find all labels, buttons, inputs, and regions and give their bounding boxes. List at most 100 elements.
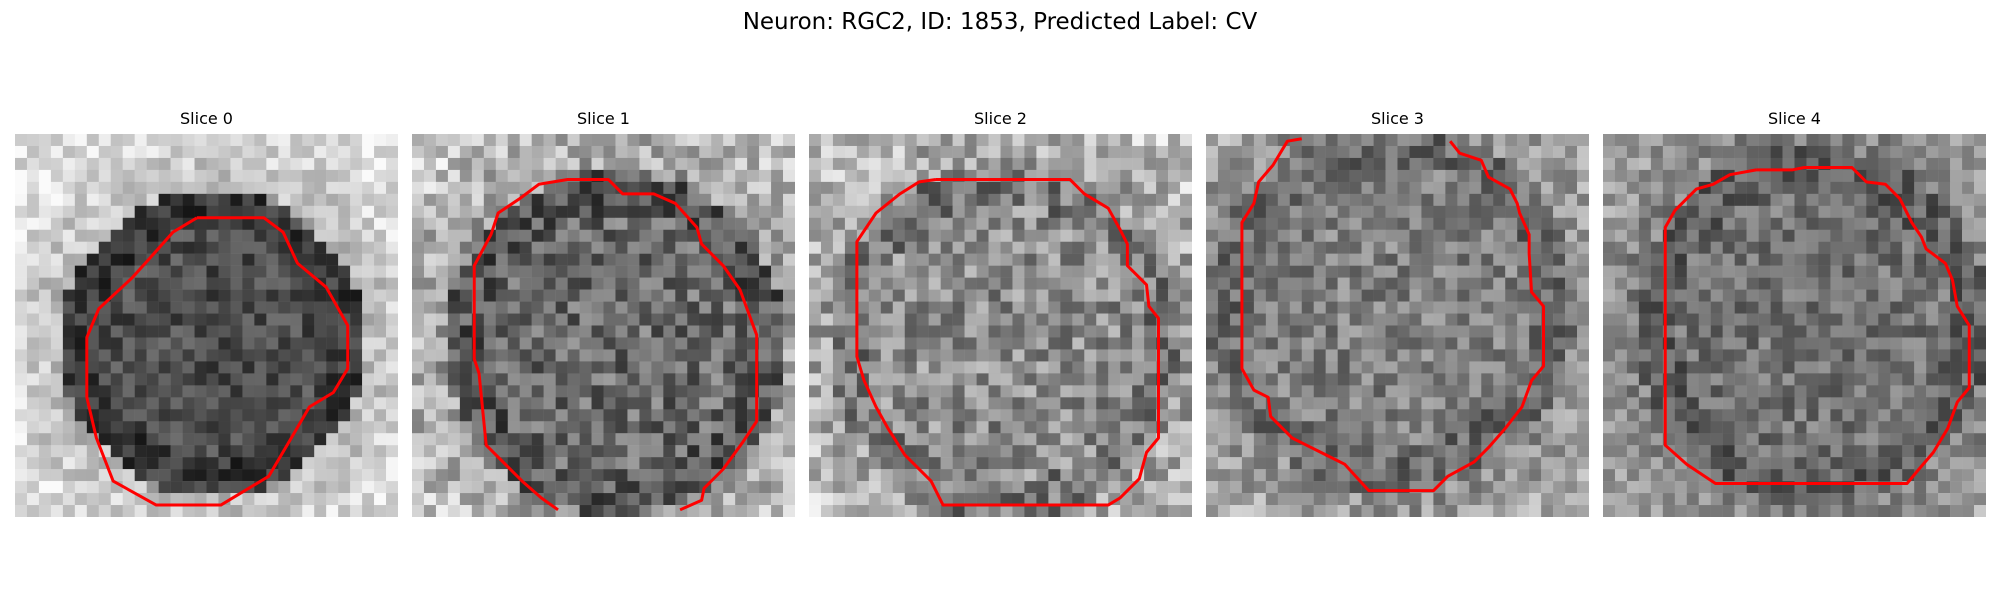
pixel (1048, 349, 1061, 362)
pixel (266, 193, 279, 207)
pixel (110, 253, 123, 266)
pixel (1409, 457, 1422, 470)
pixel (1253, 433, 1267, 446)
pixel (1108, 325, 1121, 338)
pixel (242, 217, 255, 230)
pixel (459, 505, 473, 517)
pixel (964, 193, 977, 207)
pixel (771, 385, 784, 398)
pixel (1277, 457, 1291, 470)
pixel (904, 469, 917, 482)
pixel (1902, 421, 1915, 434)
pixel (1132, 385, 1145, 398)
pixel (711, 493, 724, 506)
pixel (809, 217, 822, 230)
pixel (1722, 253, 1735, 266)
pixel (194, 169, 207, 183)
pixel (1878, 157, 1891, 171)
pixel (230, 157, 243, 171)
pixel (1626, 397, 1640, 410)
pixel (1048, 134, 1061, 147)
pixel (1878, 445, 1891, 458)
pixel (1168, 433, 1181, 446)
pixel (290, 289, 303, 302)
pixel (627, 337, 640, 350)
pixel (230, 181, 243, 195)
pixel (1457, 385, 1470, 398)
pixel (86, 349, 100, 362)
pixel (350, 385, 363, 398)
pixel (1481, 493, 1494, 506)
pixel (1902, 265, 1915, 278)
pixel (1144, 481, 1157, 494)
pixel (1782, 373, 1795, 386)
pixel (98, 229, 111, 242)
pixel (1397, 373, 1410, 386)
pixel (1385, 409, 1398, 422)
pixel (170, 349, 183, 362)
pixel (1241, 145, 1255, 159)
pixel (194, 253, 207, 266)
pixel (74, 421, 88, 434)
pixel (242, 277, 255, 290)
pixel (711, 373, 724, 386)
pixel (15, 265, 28, 278)
pixel (1517, 289, 1530, 302)
pixel (699, 134, 712, 147)
pixel (1577, 373, 1589, 386)
pixel (809, 421, 822, 434)
pixel (988, 421, 1001, 434)
pixel (1084, 301, 1097, 314)
pixel (1301, 289, 1314, 302)
pixel (158, 253, 171, 266)
pixel (242, 145, 255, 159)
pixel (675, 445, 688, 458)
pixel (1217, 397, 1231, 410)
pixel (350, 469, 363, 482)
pixel (1481, 205, 1494, 219)
pixel (374, 205, 387, 219)
pixel (1553, 373, 1566, 386)
pixel (1349, 481, 1362, 494)
pixel (868, 349, 882, 362)
pixel (15, 169, 28, 183)
pixel (771, 409, 784, 422)
pixel (1818, 397, 1831, 410)
pixel (1048, 469, 1061, 482)
pixel (1325, 217, 1338, 230)
pixel (663, 445, 676, 458)
pixel (844, 385, 858, 398)
pixel (110, 193, 123, 207)
pixel (531, 433, 544, 446)
pixel (543, 469, 556, 482)
pixel (1036, 229, 1049, 242)
pixel (820, 277, 834, 290)
pixel (1650, 169, 1664, 183)
pixel (1950, 385, 1963, 398)
pixel (627, 325, 640, 338)
pixel (1553, 253, 1566, 266)
pixel (26, 445, 40, 458)
pixel (1000, 469, 1013, 482)
pixel (423, 134, 437, 147)
pixel (880, 157, 894, 171)
pixel (711, 157, 724, 171)
pixel (495, 409, 508, 422)
pixel (206, 457, 219, 470)
pixel (1770, 349, 1783, 362)
pixel (1457, 397, 1470, 410)
pixel (1638, 289, 1652, 302)
pixel (38, 193, 52, 207)
pixel (916, 313, 929, 326)
pixel (1132, 205, 1145, 219)
pixel (1373, 241, 1386, 254)
pixel (423, 457, 437, 470)
pixel (1325, 134, 1338, 147)
pixel (1962, 157, 1975, 171)
pixel (302, 337, 315, 350)
pixel (1722, 289, 1735, 302)
pixel (1289, 193, 1302, 207)
pixel (15, 481, 28, 494)
pixel (146, 421, 159, 434)
pixel (1565, 253, 1578, 266)
